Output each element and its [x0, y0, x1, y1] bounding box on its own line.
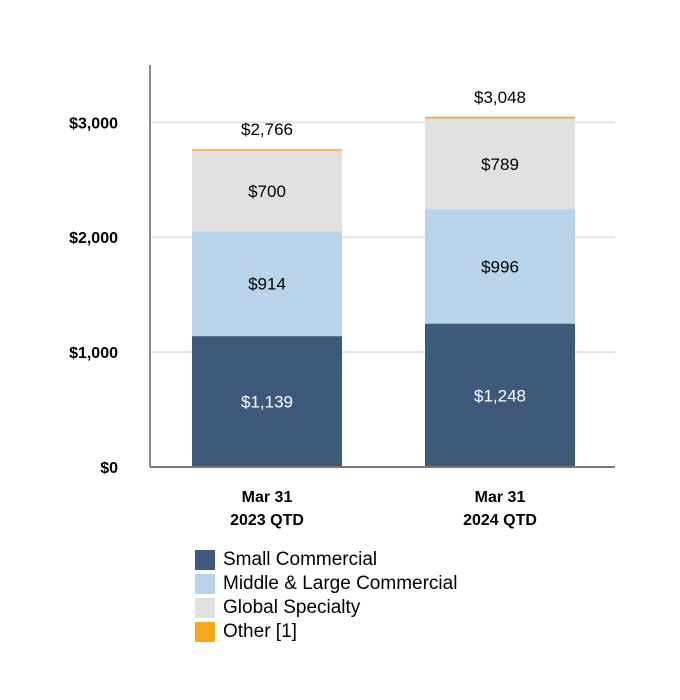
- legend-swatch: [195, 622, 215, 642]
- bar-segment: [425, 323, 575, 467]
- x-tick-label: Mar 31: [475, 489, 526, 506]
- x-tick-label: Mar 31: [242, 489, 293, 506]
- legend-item: Other [1]: [195, 620, 457, 644]
- bar-segment-label: $914: [248, 275, 286, 294]
- bar-total-label: $2,766: [241, 120, 293, 139]
- legend-swatch: [195, 598, 215, 618]
- legend-swatch: [195, 550, 215, 570]
- bar-segment: [425, 209, 575, 324]
- legend-item: Small Commercial: [195, 548, 457, 572]
- stacked-bar-chart: $0 $1,000 $2,000 $3,000 $1,139 $914 $700 $2,766…: [69, 65, 615, 529]
- bar-segment-label: $700: [248, 182, 286, 201]
- x-tick-label: 2024 QTD: [463, 512, 537, 529]
- legend-label: Small Commercial: [223, 549, 378, 570]
- y-tick-label: $1,000: [69, 345, 118, 362]
- bar-segment-label: $1,248: [474, 386, 526, 405]
- legend-item: Middle & Large Commercial: [195, 572, 457, 596]
- bar-segment: [192, 231, 342, 337]
- bar-segment: [192, 149, 342, 151]
- bar-segment-label: $1,139: [241, 393, 293, 412]
- y-tick-label: $0: [100, 460, 118, 477]
- bar-total-label: $3,048: [474, 88, 526, 107]
- bar-segment-label: $789: [481, 155, 519, 174]
- y-tick-label: $3,000: [69, 115, 118, 132]
- x-tick-label: 2023 QTD: [230, 512, 304, 529]
- chart-legend: Small Commercial Middle & Large Commercia…: [195, 548, 457, 644]
- bar-segment: [425, 118, 575, 210]
- bar-segment: [192, 336, 342, 467]
- bar-segment: [192, 150, 342, 232]
- legend-label: Other [1]: [223, 621, 297, 642]
- bar-segment: [425, 116, 575, 119]
- bar-segment-label: $996: [481, 257, 519, 276]
- legend-label: Middle & Large Commercial: [223, 573, 458, 594]
- legend-item: Global Specialty: [195, 596, 457, 620]
- legend-swatch: [195, 574, 215, 594]
- legend-label: Global Specialty: [223, 597, 361, 618]
- y-tick-label: $2,000: [69, 230, 118, 247]
